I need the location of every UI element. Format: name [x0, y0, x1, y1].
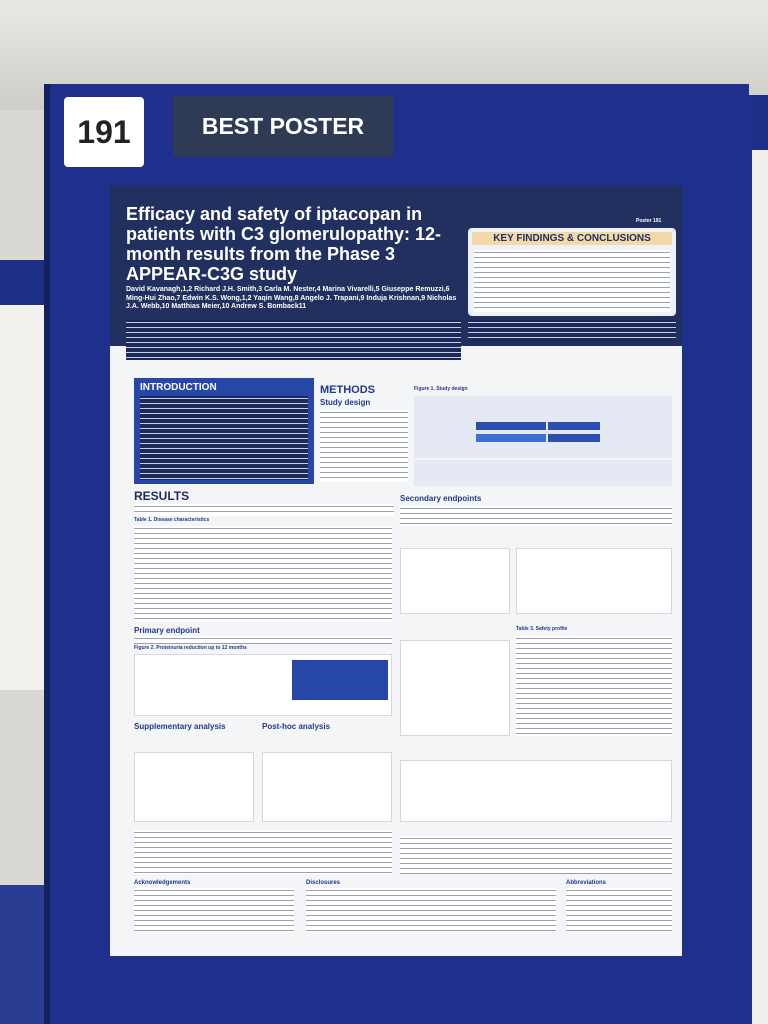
intro-heading: INTRODUCTION	[140, 382, 217, 393]
arm-openlabel-2	[548, 434, 600, 442]
table3	[516, 636, 672, 736]
disclosures-text	[306, 888, 556, 932]
objectives	[414, 460, 672, 486]
affiliations	[126, 320, 461, 360]
study-design-heading: Study design	[320, 398, 371, 407]
primary-endpoint-heading: Primary endpoint	[134, 626, 200, 635]
figure1-caption: Figure 1. Study design	[414, 386, 468, 392]
abbreviations-heading: Abbreviations	[566, 880, 607, 886]
figure2-callouts	[292, 660, 388, 700]
figure3	[134, 752, 254, 822]
primary-endpoint-text	[134, 636, 392, 644]
supplementary-heading: Supplementary analysis	[134, 722, 226, 731]
results-bullets	[134, 830, 392, 874]
figure8	[400, 760, 672, 822]
left-poster	[0, 305, 52, 690]
poster-title: Efficacy and safety of iptacopan in pati…	[126, 204, 442, 284]
results-intro	[134, 504, 394, 516]
acknowledgements-heading: Acknowledgements	[134, 880, 191, 886]
disclosures-heading: Disclosures	[306, 880, 341, 886]
arm-iptacopan	[476, 422, 546, 430]
acknowledgements-text	[134, 888, 294, 932]
key-findings-text	[474, 250, 670, 312]
arm-openlabel	[548, 422, 600, 430]
award-banner: BEST POSTER	[173, 96, 393, 157]
secondary-heading: Secondary endpoints	[400, 494, 482, 503]
figure5	[400, 548, 510, 614]
table3-caption: Table 3. Safety profile	[516, 626, 568, 632]
key-findings-title: KEY FINDINGS & CONCLUSIONS	[472, 232, 672, 245]
intro-text	[140, 396, 308, 480]
arm-placebo	[476, 434, 546, 442]
methods-text	[320, 410, 408, 482]
methods-heading: METHODS	[320, 384, 375, 396]
table1	[134, 526, 392, 622]
poster-authors: David Kavanagh,1,2 Richard J.H. Smith,3 …	[126, 286, 457, 310]
figure4	[262, 752, 392, 822]
table2	[400, 836, 672, 874]
secondary-text	[400, 506, 672, 526]
figure7	[400, 640, 510, 736]
results-heading: RESULTS	[134, 489, 190, 503]
figure6	[516, 548, 672, 614]
poster-number: Poster 191	[636, 218, 662, 224]
right-poster	[752, 150, 768, 1024]
abbreviations-text	[566, 888, 672, 932]
figure2-caption: Figure 2. Proteinuria reduction up to 12…	[134, 645, 247, 651]
posthoc-heading: Post-hoc analysis	[262, 722, 331, 731]
presentation-note	[468, 320, 676, 342]
table1-caption: Table 1. Disease characteristics	[134, 517, 210, 523]
poster-badge: 191	[64, 97, 144, 167]
